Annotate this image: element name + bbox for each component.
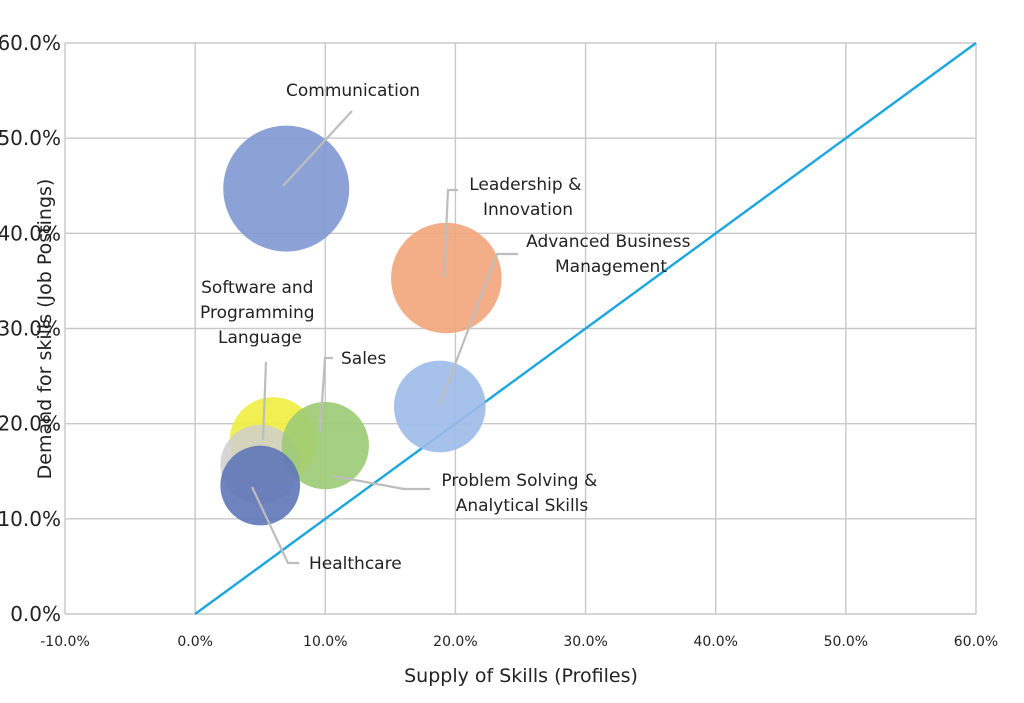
bubble-sales xyxy=(281,401,369,490)
leader-advanced xyxy=(438,252,518,405)
y-tick-label: 0.0% xyxy=(10,602,61,626)
label-communication: Communication xyxy=(286,81,420,101)
y-tick-label: 40.0% xyxy=(0,221,61,245)
bubbles xyxy=(220,125,502,526)
label-problem-solving: Problem Solving & Analytical Skills xyxy=(441,471,602,516)
reference-line xyxy=(194,42,977,615)
x-tick-label: 10.0% xyxy=(303,634,347,650)
y-tick-label: 60.0% xyxy=(0,31,61,55)
y-axis-title: Demand for skills (Job Postings) xyxy=(34,179,56,480)
diagonal-reference-line xyxy=(194,42,977,615)
x-tick-label: 40.0% xyxy=(693,634,737,650)
leader-software xyxy=(261,361,268,441)
x-tick-label: 50.0% xyxy=(824,634,868,650)
bubble-communication xyxy=(223,125,350,252)
y-tick-label: 50.0% xyxy=(0,126,61,150)
label-leadership: Leadership & Innovation xyxy=(469,175,587,220)
axis-ticks: 0.0% 10.0% 20.0% 30.0% 40.0% 50.0% 60.0% -10.0%… xyxy=(0,31,998,650)
y-tick-label: 20.0% xyxy=(0,412,61,436)
label-sales: Sales xyxy=(341,349,386,369)
y-tick-label: 10.0% xyxy=(0,507,61,531)
leader-lines xyxy=(251,110,518,565)
bubble-leadership-innovation xyxy=(391,222,502,334)
leader-leadership xyxy=(442,188,458,278)
label-healthcare: Healthcare xyxy=(309,554,402,574)
grid xyxy=(64,42,977,615)
x-axis-title: Supply of Skills (Profiles) xyxy=(404,665,638,687)
x-tick-label: -10.0% xyxy=(40,634,90,650)
x-tick-label: 20.0% xyxy=(433,634,477,650)
leader-sales xyxy=(318,356,333,433)
leader-healthcare xyxy=(251,486,299,565)
leader-communication xyxy=(282,110,353,187)
y-tick-label: 30.0% xyxy=(0,317,61,341)
leader-problem xyxy=(332,474,430,491)
x-tick-label: 30.0% xyxy=(563,634,607,650)
label-advanced-business: Advanced Business Management xyxy=(526,232,696,277)
x-tick-label: 60.0% xyxy=(954,634,998,650)
x-tick-label: 0.0% xyxy=(177,634,213,650)
bubble-healthcare xyxy=(220,445,301,526)
label-software: Software and Programming Language xyxy=(200,278,320,348)
bubble-advanced-business-management xyxy=(393,360,486,453)
